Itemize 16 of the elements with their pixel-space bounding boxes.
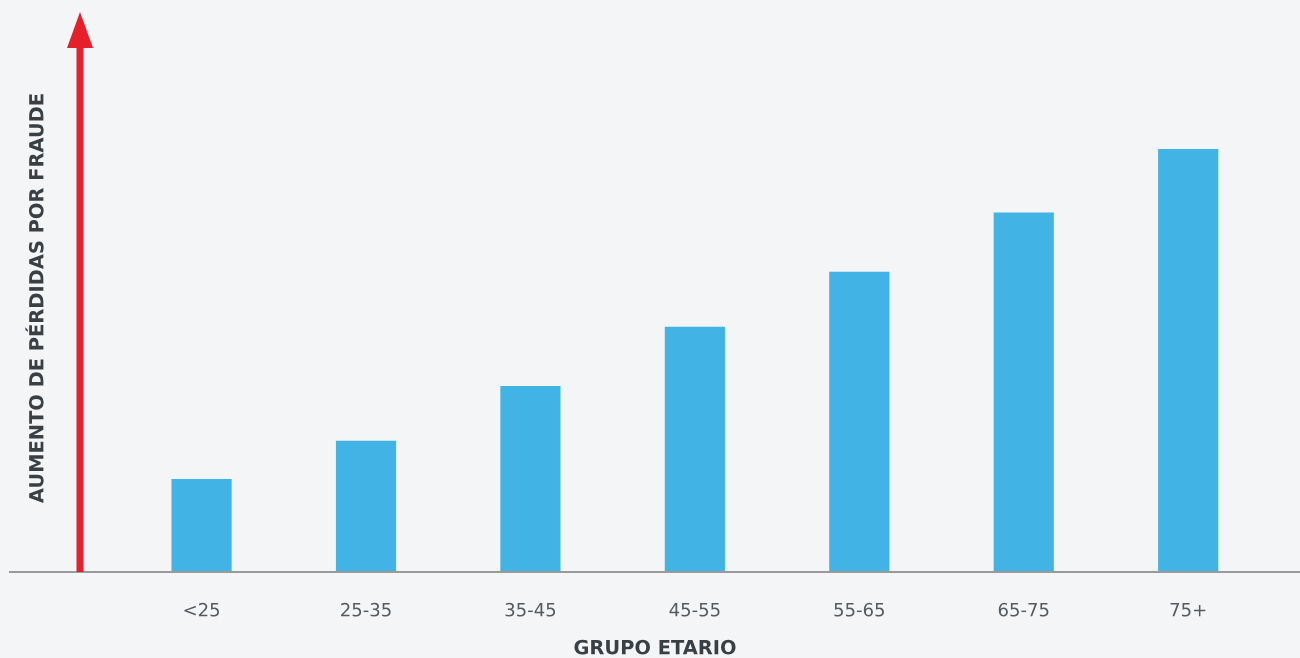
x-tick-label: 25-35	[341, 602, 391, 617]
x-axis-title: GRUPO ETARIO	[574, 639, 736, 655]
x-tick-label: 45-55	[669, 603, 720, 617]
bar	[335, 440, 397, 572]
y-axis-title: AUMENTO DE PÉRDIDAS POR FRAUDE	[25, 94, 44, 503]
bar	[171, 478, 232, 572]
bar	[664, 326, 725, 572]
x-tick-label: <25	[184, 602, 220, 617]
x-tick-label: 65-75	[998, 602, 1049, 617]
x-tick-label: 55-65	[834, 602, 884, 617]
bar	[993, 212, 1054, 572]
x-tick-label: 35-45	[505, 602, 556, 617]
bar	[500, 385, 561, 572]
bar	[1158, 149, 1219, 572]
bar	[829, 271, 890, 572]
x-tick-label: 75+	[1170, 603, 1206, 617]
